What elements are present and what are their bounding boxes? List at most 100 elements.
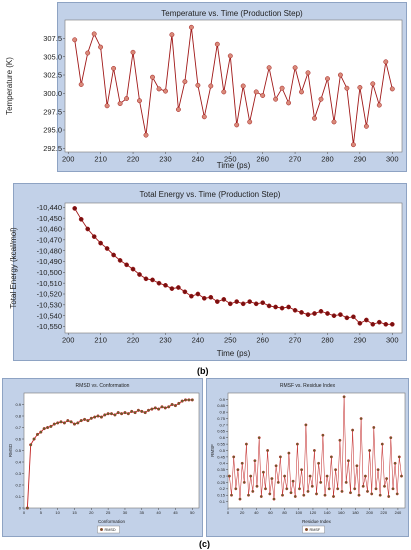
temp-x-tick-label: 200	[62, 155, 75, 164]
rmsd-data-point	[120, 412, 124, 416]
energy-x-tick-label: 220	[127, 336, 140, 345]
rmsd-data-point	[109, 412, 114, 416]
temp-x-tick-label: 260	[256, 155, 269, 164]
temp-data-point	[91, 31, 97, 37]
rmsd-data-point	[146, 408, 151, 412]
rmsf-data-point	[278, 455, 282, 459]
rmsd-x-tick-label: 50	[190, 510, 195, 515]
temp-data-point	[286, 100, 292, 106]
rmsf-y-tick-label: 0.75	[217, 416, 226, 421]
rmsf-chart-title: RMSF vs. Residue Index	[279, 383, 336, 389]
rmsf-data-point	[253, 459, 257, 463]
energy-data-point	[260, 300, 266, 306]
energy-data-point	[85, 226, 91, 232]
rmsf-data-point	[359, 417, 363, 421]
rmsf-x-tick-label: 0	[227, 510, 230, 515]
energy-data-point	[169, 286, 175, 291]
rmsf-x-tick-label: 120	[310, 510, 317, 515]
temp-x-tick-label: 290	[354, 155, 367, 164]
energy-data-point	[104, 246, 110, 251]
energy-data-point	[143, 276, 149, 282]
energy-y-tick-label: -10,450	[37, 214, 62, 223]
rmsd-data-point	[79, 419, 83, 423]
rmsf-data-point	[349, 491, 352, 495]
temp-data-point	[266, 65, 272, 71]
energy-data-point	[176, 285, 181, 290]
rmsd-data-point	[123, 411, 127, 415]
rmsd-data-point	[170, 402, 174, 407]
energy-data-point	[124, 262, 129, 268]
rmsf-y-tick-label: 0.2	[219, 486, 225, 491]
rmsd-x-tick-label: 35	[140, 510, 145, 515]
energy-data-point	[299, 310, 304, 315]
rmsf-data-point	[380, 442, 384, 446]
rmsf-y-tick-label: 0.6	[219, 435, 225, 440]
rmsf-data-point	[336, 487, 340, 491]
rmsd-y-tick-label: 0.9	[15, 402, 21, 407]
rmsd-data-point	[93, 415, 97, 419]
rmsf-y-tick-label: 0.15	[217, 493, 226, 498]
rmsd-legend-marker	[99, 528, 103, 532]
rmsd-x-tick-label: 15	[72, 510, 77, 515]
energy-data-point	[189, 293, 194, 299]
temp-data-point	[143, 132, 149, 138]
energy-data-point	[364, 317, 369, 323]
temp-data-point	[357, 85, 363, 90]
temp-data-point	[305, 70, 311, 76]
rmsd-y-tick-label: 0.6	[15, 436, 21, 441]
energy-y-tick-label: -10,520	[37, 290, 62, 299]
temp-x-tick-label: 230	[159, 155, 172, 164]
rmsf-data-point	[276, 480, 280, 484]
energy-data-point	[266, 303, 272, 309]
energy-x-tick-label: 270	[289, 336, 302, 345]
energy-data-point	[351, 314, 356, 320]
rmsf-y-tick-label: 0.4	[219, 461, 225, 466]
rmsf-y-tick-label: 0.9	[219, 397, 225, 402]
rmsf-data-point	[240, 461, 244, 465]
rmsf-y-tick-label: 0.85	[217, 403, 226, 408]
energy-chart-title: Total Energy vs. Time (Production Step)	[139, 190, 281, 199]
rmsd-data-point	[89, 416, 93, 420]
rmsf-y-tick-label: 0.3	[219, 473, 225, 478]
energy-data-point	[344, 315, 350, 321]
rmsf-data-point	[368, 449, 372, 452]
rmsf-data-point	[334, 468, 338, 472]
temp-data-point	[318, 96, 324, 102]
rmsf-data-point	[281, 493, 284, 497]
rmsd-data-point	[62, 421, 66, 425]
energy-data-point	[150, 277, 155, 283]
rmsf-data-point	[397, 455, 401, 459]
energy-data-point	[286, 304, 291, 310]
rmsd-legend-label: RMSD	[105, 528, 116, 532]
rmsf-data-point	[304, 423, 308, 427]
rmsd-data-point	[35, 432, 40, 436]
temp-data-point	[137, 98, 142, 104]
temp-data-point	[182, 79, 188, 85]
energy-data-point	[130, 266, 136, 272]
energy-data-point	[201, 295, 207, 301]
rmsf-data-point	[287, 451, 291, 455]
energy-x-tick-label: 260	[256, 336, 269, 345]
temp-data-point	[195, 82, 201, 88]
energy-data-point	[247, 299, 253, 304]
rmsd-y-tick-label: 0.8	[15, 413, 21, 418]
rmsd-x-tick-label: 10	[55, 510, 60, 515]
energy-x-tick-label: 280	[321, 336, 334, 345]
rmsf-y-tick-label: 0.55	[217, 442, 226, 447]
energy-data-point	[182, 289, 188, 295]
rmsf-x-tick-label: 20	[240, 510, 245, 515]
rmsf-data-point	[295, 442, 299, 446]
rmsd-y-tick-label: 0.1	[15, 494, 21, 499]
rmsd-data-point	[56, 421, 60, 425]
energy-y-tick-label: -10,510	[37, 279, 62, 288]
energy-y-tick-label: -10,530	[37, 300, 62, 309]
rmsf-data-point	[395, 492, 399, 496]
rmsf-data-point	[312, 449, 316, 452]
rmsd-data-point	[46, 425, 50, 430]
temp-data-point	[175, 107, 181, 112]
rmsd-data-point	[173, 404, 177, 408]
rmsf-data-point	[289, 491, 293, 495]
energy-y-tick-label: -10,480	[37, 246, 62, 255]
rmsf-data-point	[272, 497, 276, 501]
rmsf-data-point	[247, 493, 250, 497]
